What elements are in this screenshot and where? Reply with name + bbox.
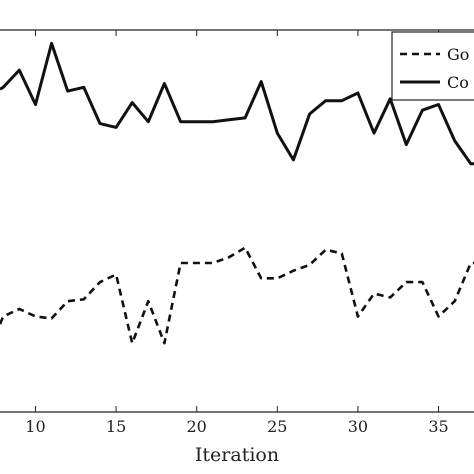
series-line-go xyxy=(0,246,474,345)
legend-label-go: Go xyxy=(447,45,469,64)
x-axis-ticks: 10 15 20 25 30 35 xyxy=(25,30,449,436)
legend-label-co: Co xyxy=(447,73,469,92)
x-tick-label: 35 xyxy=(428,417,448,436)
legend-box xyxy=(391,31,474,101)
legend: Go Co xyxy=(391,31,474,101)
x-tick-label: 20 xyxy=(187,417,207,436)
x-tick-label: 10 xyxy=(25,417,45,436)
series-line-co xyxy=(0,41,474,166)
x-tick-label: 30 xyxy=(348,417,368,436)
series-layer xyxy=(0,41,474,345)
x-axis-title: Iteration xyxy=(195,444,279,466)
plot-area xyxy=(0,29,474,413)
x-tick-label: 25 xyxy=(267,417,287,436)
x-tick-label: 15 xyxy=(106,417,126,436)
